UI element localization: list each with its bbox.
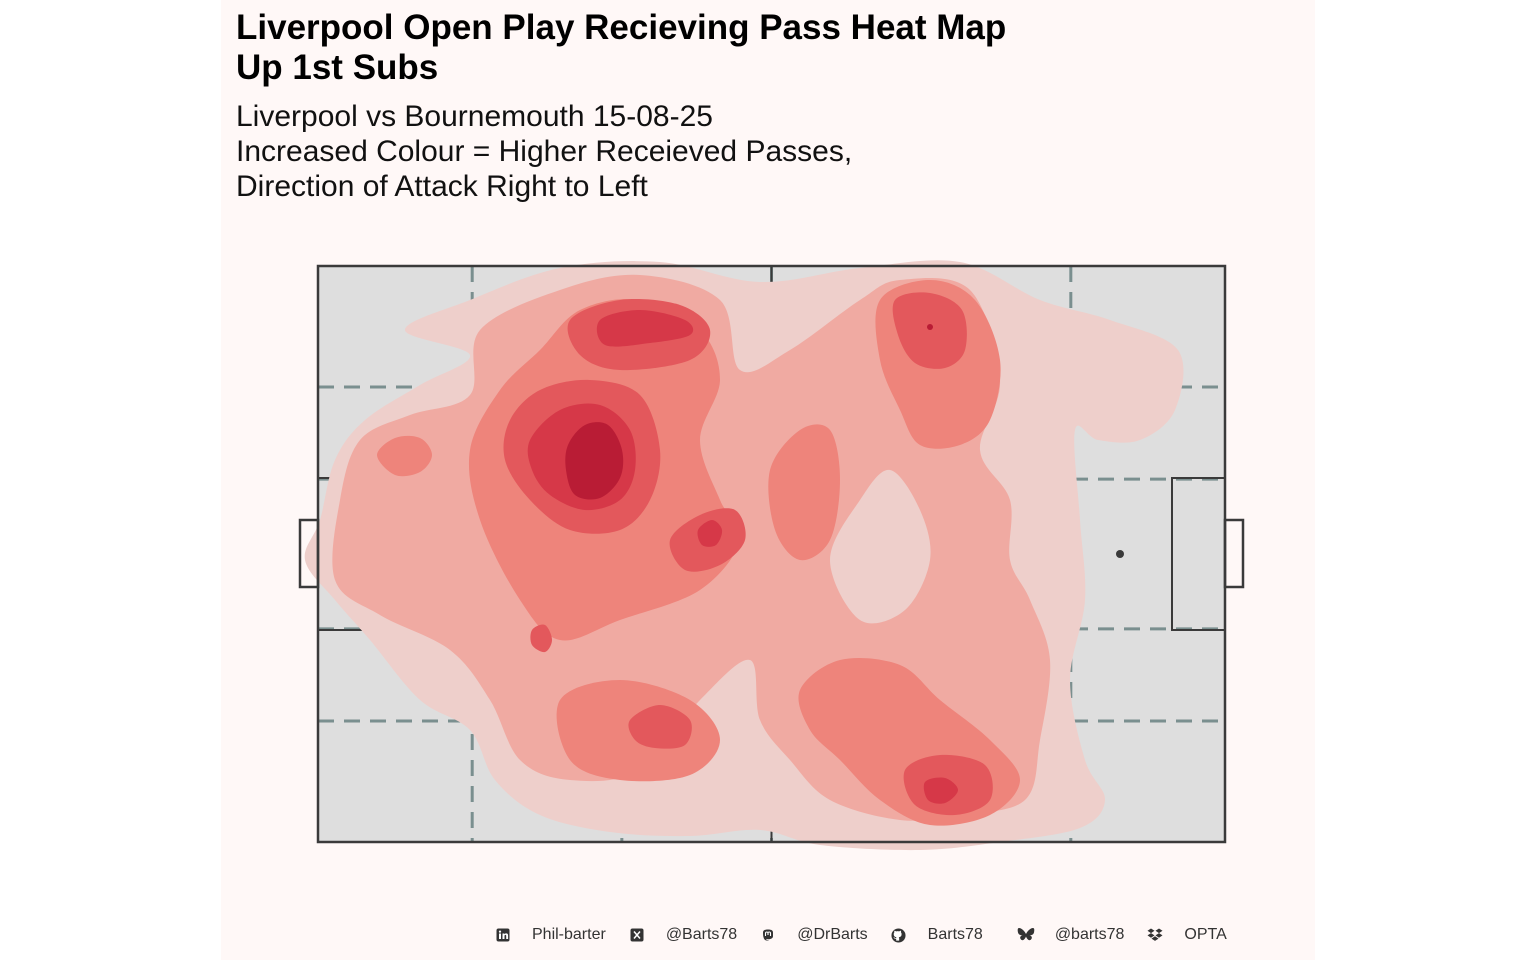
bluesky-handle: @barts78 bbox=[1054, 926, 1125, 943]
density-level-5-mid bbox=[697, 520, 723, 547]
subtitle-line-2: Increased Colour = Higher Receieved Pass… bbox=[236, 135, 853, 168]
density-level-5-top bbox=[596, 310, 694, 347]
subtitle-line-1: Liverpool vs Bournemouth 15-08-25 bbox=[236, 100, 713, 133]
bluesky-icon bbox=[1017, 926, 1035, 944]
github-icon bbox=[890, 926, 908, 944]
linkedin-handle: Phil-barter bbox=[532, 926, 606, 943]
chart-title: Liverpool Open Play Recieving Pass Heat … bbox=[236, 8, 1136, 88]
x-icon bbox=[628, 926, 646, 944]
right-goal bbox=[1223, 518, 1245, 589]
density-hole bbox=[830, 469, 931, 624]
linkedin-icon bbox=[494, 926, 512, 944]
right-penalty-spot bbox=[1116, 550, 1124, 558]
data-source: OPTA bbox=[1184, 926, 1227, 943]
density-level-3-centre bbox=[768, 424, 840, 561]
left-goal bbox=[298, 518, 320, 589]
density-level-4-lowmid bbox=[628, 705, 692, 749]
chart-subtitle: Liverpool vs Bournemouth 15-08-25 Increa… bbox=[236, 99, 1136, 204]
density-level-4-topright bbox=[892, 292, 967, 369]
mastodon-icon bbox=[759, 926, 777, 944]
subtitle-line-3: Direction of Attack Right to Left bbox=[236, 170, 648, 203]
github-handle: Barts78 bbox=[927, 926, 983, 943]
mastodon-handle: @DrBarts bbox=[797, 926, 868, 943]
title-line-1: Liverpool Open Play Recieving Pass Heat … bbox=[236, 8, 1007, 47]
density-level-6-spot bbox=[927, 324, 933, 330]
dropbox-icon bbox=[1146, 926, 1164, 944]
x-handle: @Barts78 bbox=[665, 926, 738, 943]
density-level-3-left bbox=[377, 435, 432, 477]
credits-footer: Phil-barter @Barts78 @DrBarts Barts78 @b… bbox=[494, 924, 1249, 946]
density-level-5-bottom bbox=[923, 777, 958, 804]
density-level-4-small bbox=[530, 624, 552, 653]
pitch-outline bbox=[298, 264, 1245, 844]
density-level-6-peak bbox=[565, 422, 624, 500]
title-line-2: Up 1st Subs bbox=[236, 48, 439, 87]
density-contours bbox=[304, 260, 1184, 851]
